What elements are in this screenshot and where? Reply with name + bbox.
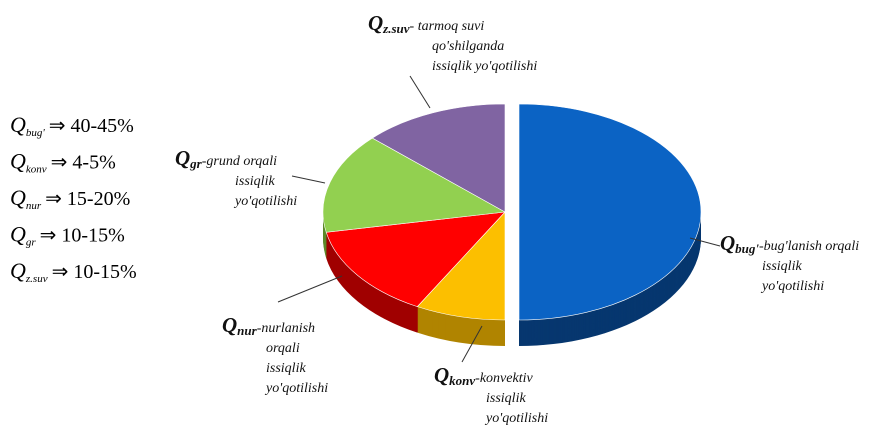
label-symbol: Q (720, 231, 735, 255)
label-line: issiqlik (266, 361, 306, 376)
share-item: Qkonv ⇒ 4-5% (10, 149, 116, 176)
label-text: - tarmoq suvi (410, 19, 485, 34)
slice (322, 137, 506, 233)
label-line: issiqlik (762, 259, 802, 274)
label-text: -bug'lanish orqali (759, 239, 859, 254)
slice-label: Qz.suv- tarmoq suvi (368, 11, 484, 36)
slice-label: Qkonv-konvektiv (434, 363, 533, 388)
label-line: issiqlik (235, 174, 275, 189)
share-symbol: Q (10, 222, 26, 247)
share-symbol: Q (10, 149, 26, 174)
share-range: ⇒ 10-15% (52, 261, 137, 283)
share-item: Qnur ⇒ 15-20% (10, 185, 130, 212)
slice (416, 211, 506, 321)
slice-label: Qbug'-bug'lanish orqali (720, 231, 859, 256)
leader-line (291, 175, 326, 184)
leader-line (461, 325, 483, 363)
label-subscript: z.suv (382, 21, 410, 36)
label-symbol: Q (368, 11, 383, 35)
label-line: issiqlik (486, 391, 526, 406)
label-subscript: bug' (735, 241, 759, 256)
label-subscript: nur (237, 323, 257, 338)
share-subscript: konv (26, 164, 47, 176)
share-subscript: gr (26, 237, 37, 249)
share-range: ⇒ 15-20% (45, 188, 130, 210)
label-line: issiqlik yo'qotilishi (432, 59, 537, 74)
leader-line (689, 237, 721, 247)
label-symbol: Q (222, 313, 237, 337)
label-subscript: gr (189, 156, 203, 171)
leader-line (277, 275, 343, 303)
share-subscript: nur (26, 200, 42, 212)
share-symbol: Q (10, 112, 26, 137)
share-item: Qbug' ⇒ 40-45% (10, 112, 134, 139)
share-subscript: bug' (26, 127, 46, 139)
label-line: yo'qotilishi (233, 194, 297, 209)
share-item: Qz.suv ⇒ 10-15% (10, 258, 137, 285)
share-item: Qgr ⇒ 10-15% (10, 222, 125, 249)
label-text: -nurlanish (257, 321, 315, 336)
share-range: ⇒ 10-15% (40, 225, 125, 247)
slice-label: Qnur-nurlanish (222, 313, 315, 338)
slice (371, 103, 506, 213)
label-symbol: Q (434, 363, 449, 387)
label-subscript: konv (449, 373, 475, 388)
label-line: orqali (266, 341, 300, 356)
share-symbol: Q (10, 258, 26, 283)
share-symbol: Q (10, 185, 26, 210)
slice-label: Qgr-grund orqali (175, 146, 277, 171)
label-symbol: Q (175, 146, 190, 170)
slice (518, 103, 702, 321)
label-line: qo'shilganda (432, 39, 504, 54)
leader-line (409, 75, 431, 109)
label-line: yo'qotilishi (484, 411, 548, 425)
label-line: yo'qotilishi (264, 381, 328, 396)
label-text: -konvektiv (475, 371, 533, 386)
share-range: ⇒ 4-5% (51, 152, 116, 174)
label-line: yo'qotilishi (760, 279, 824, 294)
share-subscript: z.suv (25, 273, 48, 285)
share-range: ⇒ 40-45% (49, 115, 134, 137)
label-text: -grund orqali (202, 154, 277, 169)
slice (325, 211, 506, 307)
